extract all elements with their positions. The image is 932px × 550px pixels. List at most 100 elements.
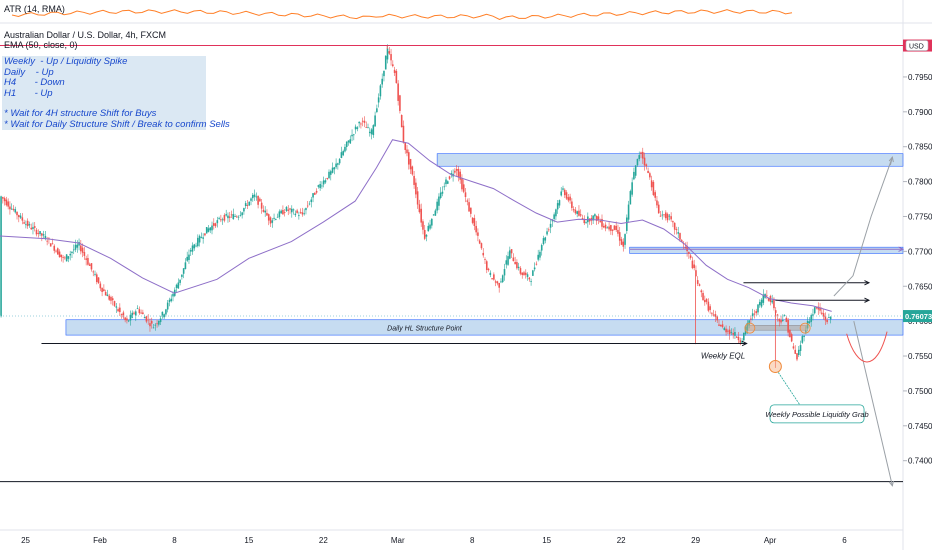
candle-body: [298, 215, 300, 217]
candle-body: [565, 192, 568, 199]
candle-body: [787, 319, 789, 333]
candle-body: [766, 295, 768, 297]
candle-body: [489, 272, 492, 275]
candle-body: [743, 332, 745, 341]
candle-body: [778, 318, 781, 322]
candle-body: [523, 272, 525, 276]
candle-body: [154, 324, 157, 326]
candle-body: [553, 214, 555, 219]
candle-body: [560, 191, 563, 196]
candle-body: [285, 206, 288, 211]
candle-body: [44, 235, 47, 239]
candle-body: [251, 194, 254, 199]
candle-body: [131, 312, 134, 318]
candle-body: [624, 234, 626, 245]
resistance-ray-upper-head: [864, 280, 871, 286]
candle-body: [344, 146, 346, 152]
candle-body: [702, 292, 704, 300]
candle-body: [127, 320, 130, 322]
candle-body: [308, 203, 311, 205]
callout-connector: [778, 372, 801, 406]
currency-label: USD: [909, 44, 924, 51]
candle-body: [25, 224, 27, 226]
candle-body: [661, 214, 664, 216]
candle-body: [158, 320, 160, 325]
candle-body: [317, 185, 320, 187]
candle-body: [457, 168, 460, 178]
candle-body: [322, 180, 325, 185]
ema-label[interactable]: EMA (50, close, 0): [4, 40, 78, 50]
candle-body: [675, 229, 678, 231]
x-tick-label: 22: [617, 536, 626, 545]
candle-body: [197, 237, 199, 247]
candle-body: [794, 349, 797, 354]
candle-body: [370, 129, 373, 135]
candle-body: [315, 190, 318, 193]
candle-body: [30, 227, 32, 230]
weekly-eql-arrow-head: [741, 340, 748, 347]
candle-body: [221, 219, 224, 221]
candle-body: [446, 181, 449, 184]
candle-body: [691, 260, 694, 269]
candle-body: [521, 272, 524, 275]
candle-body: [10, 208, 13, 210]
candle-body: [189, 250, 192, 252]
candle-body: [723, 327, 726, 331]
candle-body: [328, 171, 330, 179]
candle-body: [473, 218, 476, 226]
zone-box: [65, 319, 904, 336]
candle-body: [267, 214, 270, 221]
candle-body: [49, 243, 52, 247]
candle-body: [367, 127, 369, 129]
candle-body: [633, 171, 635, 180]
candle-body: [374, 115, 376, 127]
candle-body: [218, 217, 220, 219]
candle-body: [672, 221, 674, 223]
candle-body: [289, 208, 291, 210]
candle-body: [620, 239, 623, 245]
candle-body: [496, 281, 499, 284]
candle-body: [223, 214, 226, 221]
candle-body: [149, 323, 151, 327]
candle-body: [117, 309, 119, 312]
candle-body: [576, 211, 578, 214]
candle-body: [780, 319, 782, 323]
candle-body: [241, 212, 243, 216]
candle-body: [35, 229, 38, 235]
candle-body: [471, 217, 474, 223]
candle-body: [468, 202, 470, 212]
candle-body: [714, 314, 717, 317]
candle-body: [617, 229, 619, 234]
candle-body: [801, 336, 804, 343]
candle-body: [686, 245, 688, 252]
candle-body: [69, 253, 71, 256]
candle-body: [12, 208, 15, 210]
candle-body: [436, 201, 438, 211]
candle-body: [97, 277, 100, 284]
candle-body: [530, 281, 532, 282]
candle-body: [480, 243, 483, 249]
candle-body: [824, 315, 827, 321]
candle-body: [349, 139, 352, 144]
candle-body: [822, 313, 825, 317]
candle-body: [647, 170, 649, 173]
projection-up-head-head: [888, 156, 894, 163]
candle-body: [422, 221, 424, 230]
x-tick-label: 8: [470, 536, 475, 545]
candle-body: [397, 83, 399, 101]
candle-body: [161, 311, 164, 317]
analysis-notes: Weekly - Up / Liquidity Spike Daily - Up…: [2, 56, 230, 130]
candle-body: [42, 234, 45, 236]
candle-body: [606, 227, 609, 229]
candle-body: [209, 227, 212, 231]
candle-body: [195, 245, 197, 247]
symbol-label[interactable]: Australian Dollar / U.S. Dollar, 4h, FXC…: [4, 30, 167, 40]
candle-body: [168, 299, 171, 303]
candle-body: [470, 207, 472, 214]
candle-body: [115, 306, 118, 308]
x-tick-label: 6: [842, 536, 847, 545]
candle-body: [299, 212, 302, 214]
candle-body: [792, 346, 795, 349]
